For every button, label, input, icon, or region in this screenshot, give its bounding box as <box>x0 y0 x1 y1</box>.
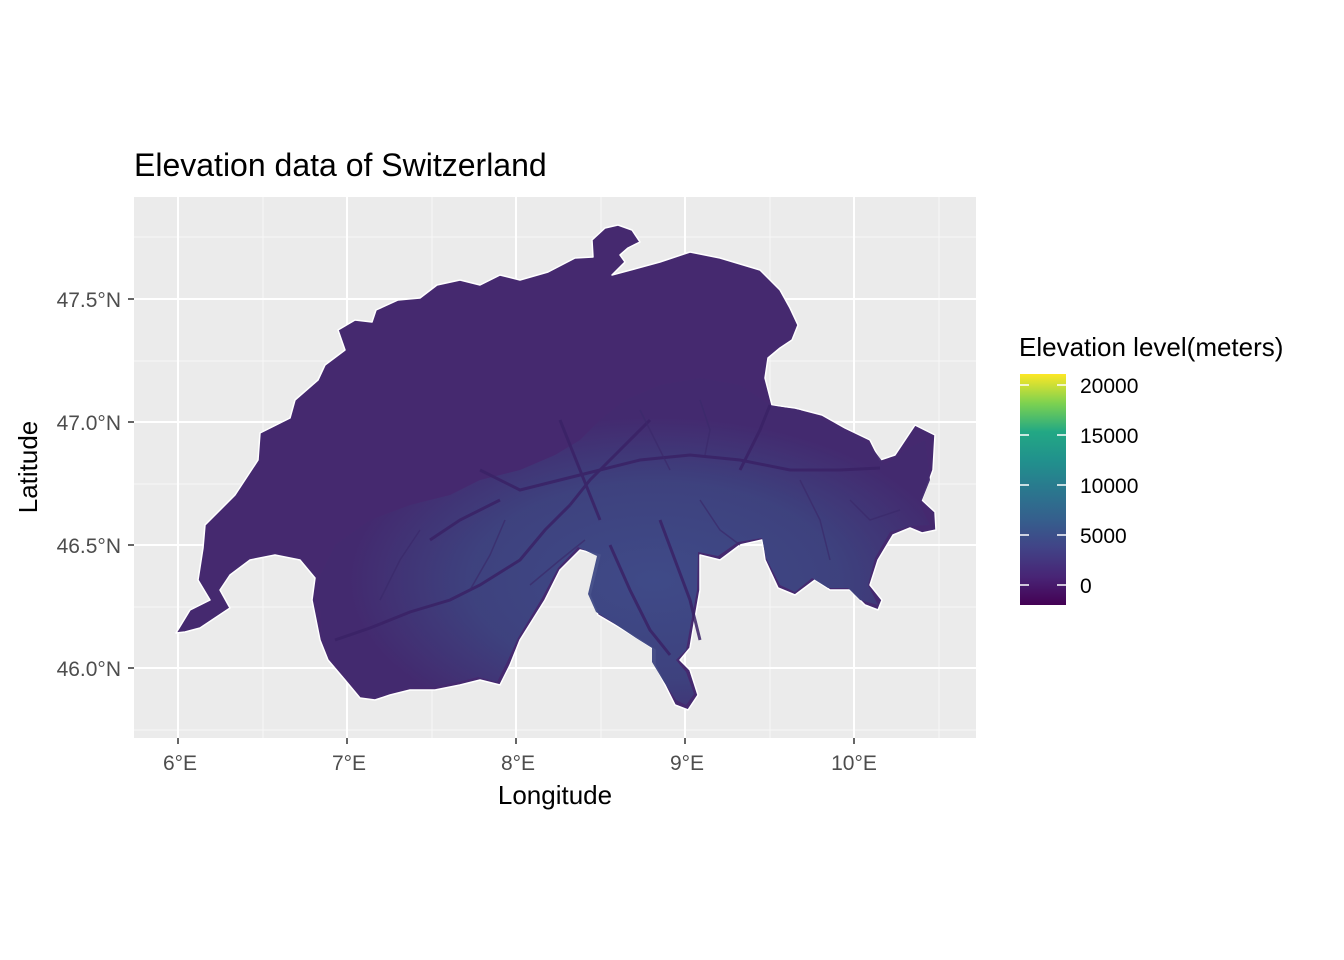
legend-label: 15000 <box>1080 425 1138 448</box>
x-tick-label: 8°E <box>501 752 535 775</box>
x-tick-label: 9°E <box>670 752 704 775</box>
y-tick-label: 46.0°N <box>57 658 121 681</box>
minor-valley-lines <box>379 399 901 601</box>
x-tick-label: 10°E <box>831 752 877 775</box>
legend-label: 10000 <box>1080 475 1138 498</box>
x-axis-title: Longitude <box>498 780 612 810</box>
legend-colorbar <box>1020 374 1066 605</box>
legend-ticks <box>1020 384 1066 586</box>
x-tick-label: 6°E <box>163 752 197 775</box>
x-axis: 6°E 7°E 8°E 9°E 10°E <box>163 738 877 775</box>
y-axis: 47.5°N 47.0°N 46.5°N 46.0°N <box>57 289 134 681</box>
switzerland-elevation-raster <box>175 224 937 711</box>
legend: Elevation level(meters) 20000 15000 1000… <box>1019 332 1283 605</box>
y-tick-label: 47.5°N <box>57 289 121 312</box>
alpine-region <box>318 378 930 705</box>
y-tick-label: 47.0°N <box>57 412 121 435</box>
y-tick-label: 46.5°N <box>57 535 121 558</box>
legend-label: 20000 <box>1080 375 1138 398</box>
y-axis-title: Latitude <box>13 421 43 514</box>
legend-label: 0 <box>1080 575 1092 598</box>
legend-title: Elevation level(meters) <box>1019 332 1283 362</box>
valley-lines <box>334 404 881 656</box>
x-tick-label: 7°E <box>332 752 366 775</box>
legend-label: 5000 <box>1080 525 1127 548</box>
plot-title: Elevation data of Switzerland <box>134 147 547 183</box>
